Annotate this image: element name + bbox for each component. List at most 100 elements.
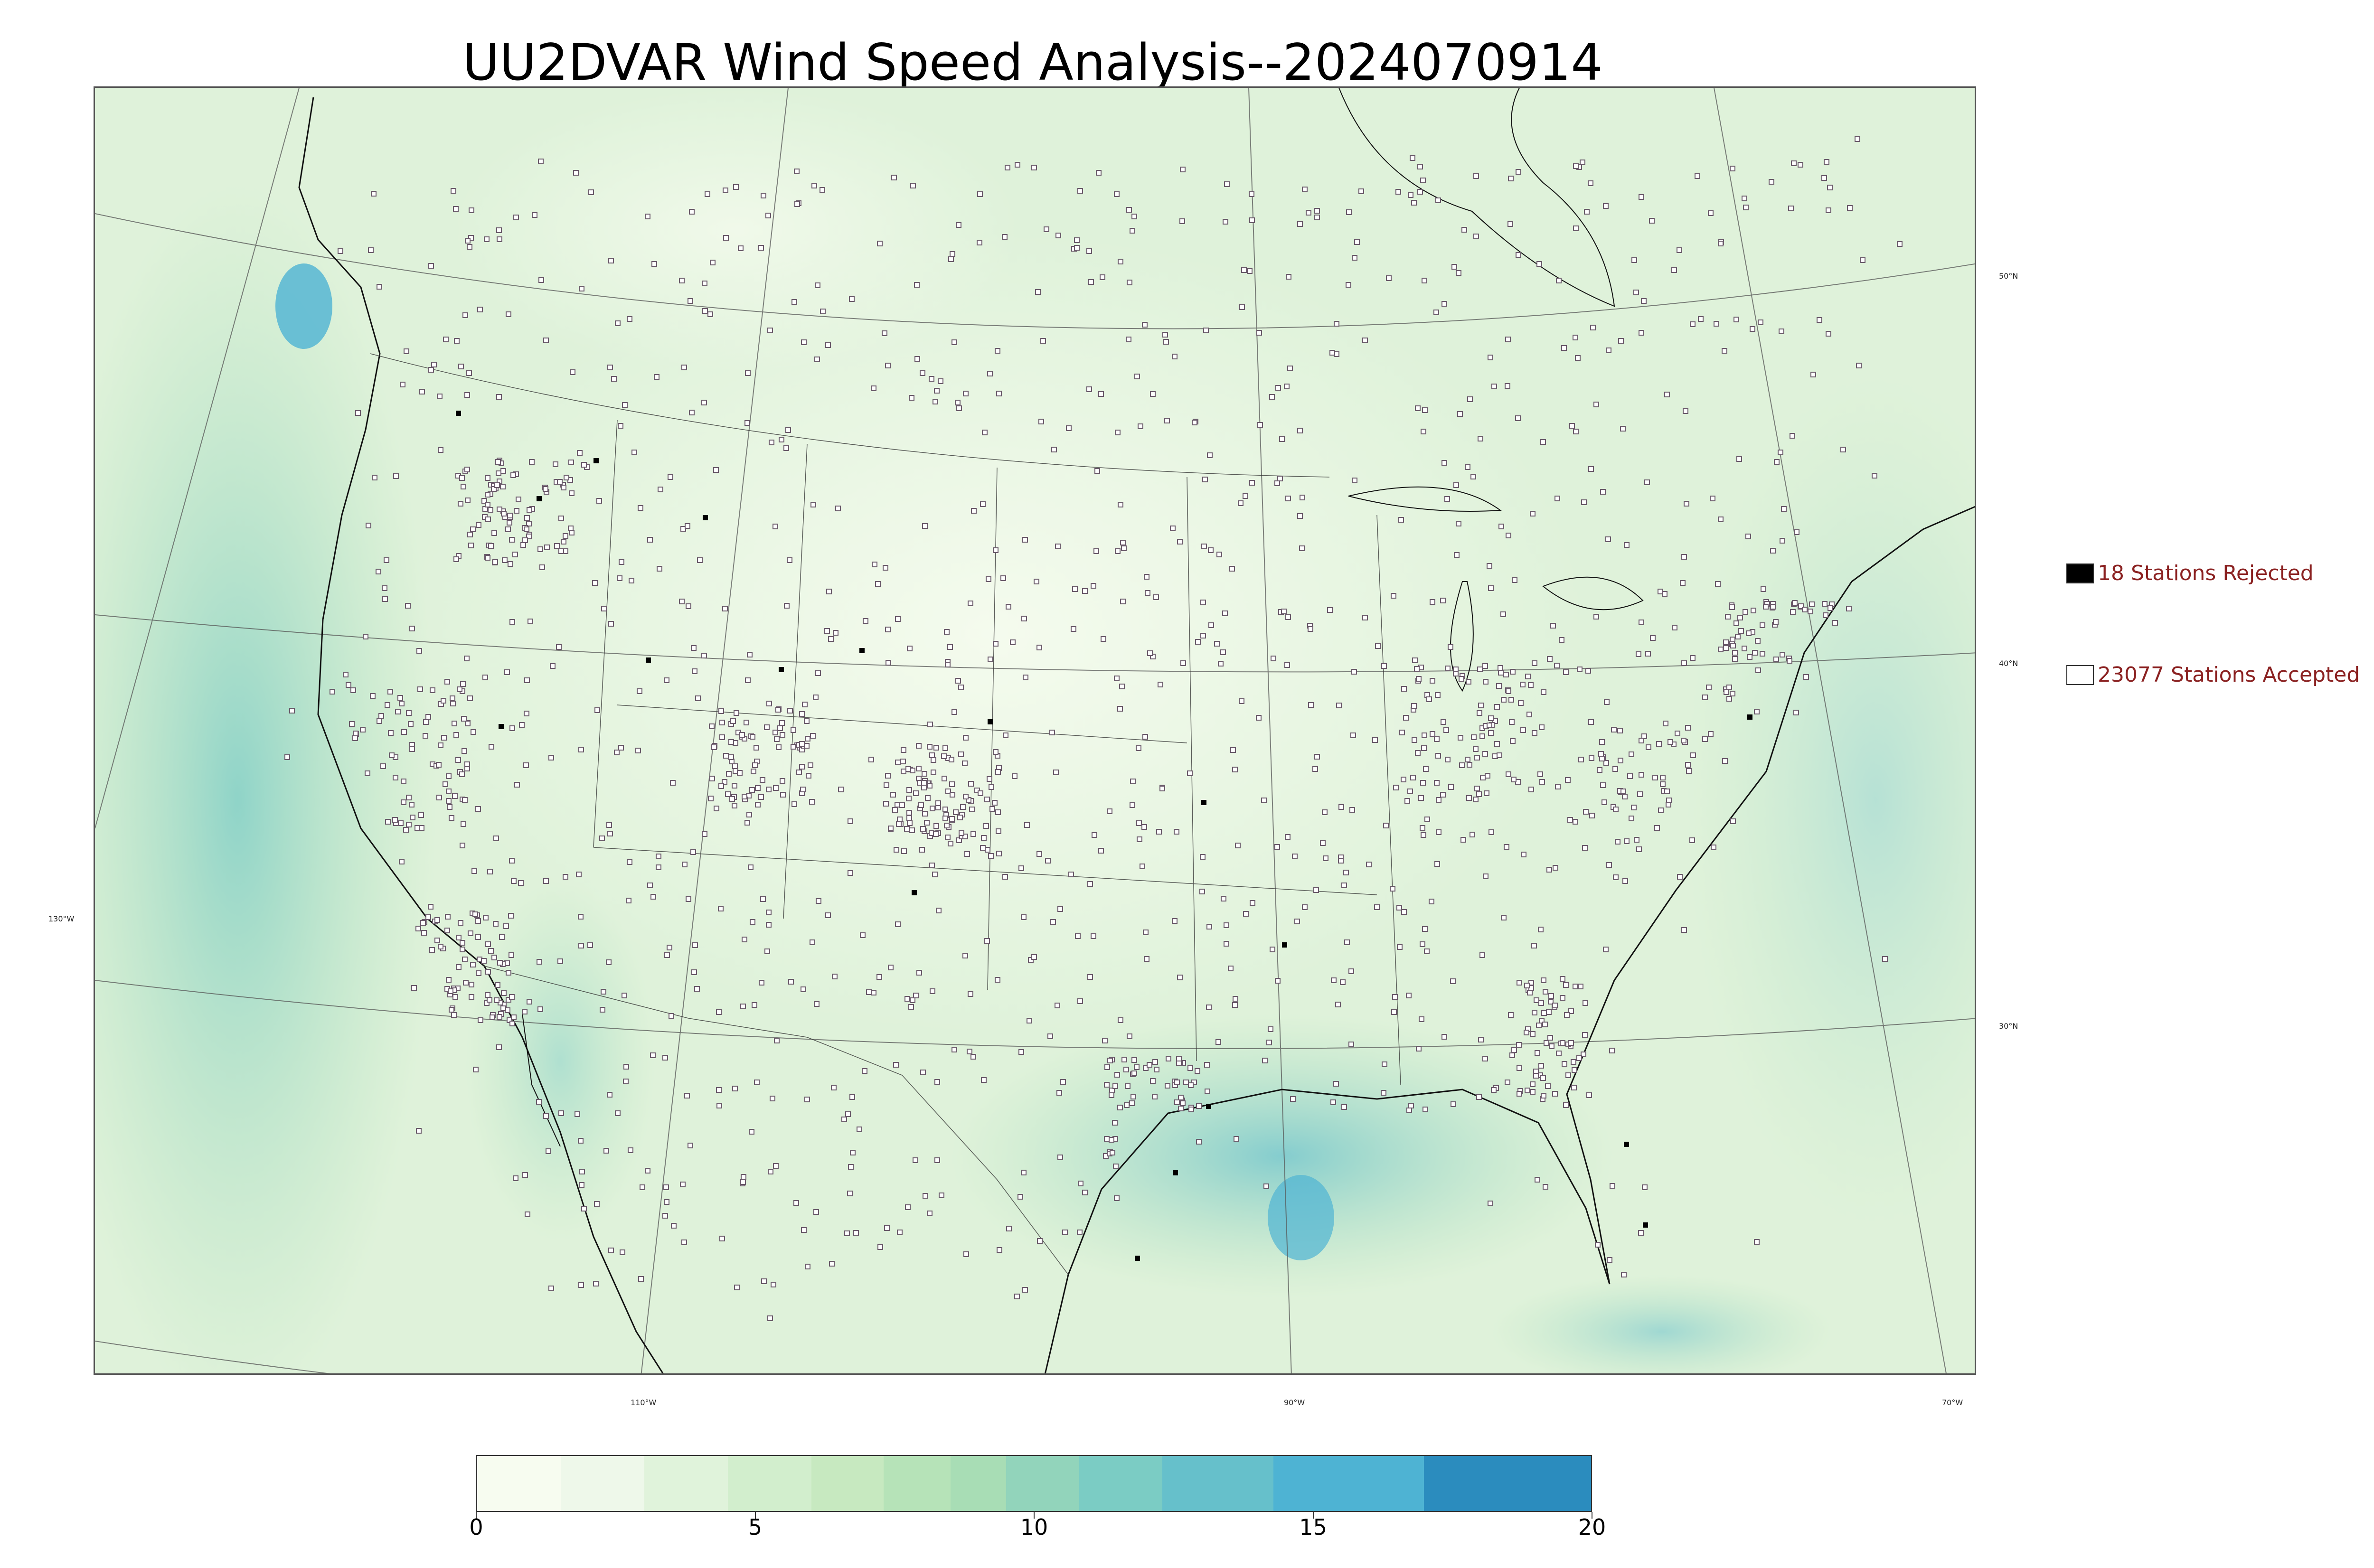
accepted-station-marker (1680, 580, 1686, 586)
accepted-station-marker (785, 427, 791, 433)
accepted-station-marker (492, 559, 498, 565)
accepted-station-marker (816, 898, 821, 904)
accepted-station-marker (1742, 646, 1747, 651)
accepted-station-marker (860, 932, 866, 938)
accepted-station-marker (1395, 189, 1401, 195)
accepted-station-marker (1422, 278, 1427, 283)
accepted-station-marker (985, 847, 990, 853)
accepted-station-marker (1593, 614, 1599, 620)
colorbar-tick-label: 0 (469, 1514, 483, 1540)
accepted-station-marker (714, 806, 719, 811)
accepted-station-marker (996, 391, 1002, 396)
accepted-station-marker (1742, 196, 1747, 201)
accepted-station-marker (871, 385, 876, 391)
accepted-station-marker (1162, 332, 1168, 338)
accepted-station-marker (1071, 626, 1076, 632)
accepted-station-marker (740, 1004, 746, 1009)
accepted-station-marker (850, 1150, 856, 1155)
accepted-station-marker (1747, 654, 1752, 660)
accepted-station-marker (458, 364, 464, 369)
accepted-station-marker (766, 910, 772, 915)
accepted-station-marker (862, 1068, 867, 1074)
accepted-station-marker (1897, 241, 1903, 247)
accepted-station-marker (833, 630, 838, 636)
accepted-station-marker (434, 938, 440, 943)
accepted-station-marker (1002, 234, 1008, 240)
accepted-station-marker (538, 277, 544, 283)
accepted-station-marker (1180, 1100, 1186, 1106)
accepted-station-marker (1561, 345, 1567, 351)
accepted-station-marker (1520, 727, 1526, 733)
accepted-station-marker (804, 1097, 810, 1102)
accepted-station-marker (922, 523, 928, 529)
accepted-station-marker (1239, 698, 1244, 704)
accepted-station-marker (1460, 837, 1466, 843)
accepted-station-marker (501, 511, 507, 516)
accepted-station-marker (718, 906, 724, 911)
accepted-station-marker (1578, 984, 1583, 989)
accepted-station-marker (1091, 933, 1096, 939)
political-borders (370, 353, 1401, 1275)
accepted-station-marker (645, 1168, 650, 1174)
accepted-station-marker (944, 629, 950, 635)
accepted-station-marker (536, 1099, 542, 1105)
accepted-station-marker (1459, 676, 1464, 682)
accepted-station-marker (1023, 675, 1028, 680)
accepted-station-marker (631, 450, 637, 455)
accepted-station-marker (794, 169, 800, 174)
accepted-station-marker (684, 1093, 690, 1099)
accepted-station-marker (1554, 663, 1560, 668)
accepted-station-marker (716, 1103, 722, 1108)
accepted-station-marker (1207, 452, 1213, 458)
accepted-station-marker (1055, 544, 1061, 549)
accepted-station-marker (557, 958, 563, 964)
accepted-station-marker (1769, 179, 1774, 185)
accepted-station-marker (603, 1148, 609, 1154)
accepted-station-marker (494, 997, 499, 1003)
accepted-station-marker (1508, 1012, 1514, 1018)
accepted-station-marker (1510, 738, 1516, 744)
accepted-station-marker (511, 878, 517, 884)
accepted-station-marker (1564, 1012, 1570, 1018)
accepted-station-marker (1539, 779, 1545, 785)
accepted-station-marker (885, 773, 891, 779)
accepted-station-marker (385, 819, 391, 825)
accepted-station-marker (916, 743, 922, 749)
accepted-station-marker (1286, 274, 1291, 280)
accepted-station-marker (907, 646, 913, 651)
accepted-station-marker (1285, 496, 1291, 501)
accepted-station-marker (1755, 667, 1761, 673)
accepted-station-marker (771, 1282, 776, 1287)
accepted-station-marker (904, 826, 910, 832)
accepted-station-marker (772, 524, 778, 529)
map-panel (94, 86, 1976, 1375)
accepted-station-marker (1222, 610, 1228, 616)
accepted-station-marker (485, 992, 490, 998)
accepted-station-marker (423, 733, 428, 739)
accepted-station-marker (436, 762, 442, 768)
accepted-station-marker (1166, 1056, 1171, 1061)
accepted-station-marker (526, 521, 532, 526)
accepted-station-marker (701, 400, 707, 405)
lake-erie-ontario (1542, 576, 1644, 610)
accepted-station-marker (1505, 1080, 1510, 1085)
accepted-station-marker (681, 365, 687, 370)
accepted-station-marker (1621, 1272, 1627, 1277)
accepted-station-marker (1541, 977, 1546, 983)
accepted-station-marker (1381, 1090, 1386, 1096)
accepted-station-marker (387, 689, 393, 695)
accepted-station-marker (805, 736, 810, 742)
accepted-station-marker (548, 755, 554, 761)
accepted-station-marker (929, 376, 934, 382)
accepted-station-marker (1459, 762, 1465, 768)
accepted-station-marker (925, 795, 931, 801)
accepted-station-marker (1314, 208, 1320, 214)
accepted-station-marker (491, 486, 497, 492)
accepted-station-marker (1560, 1040, 1565, 1046)
accepted-station-marker (1546, 1009, 1552, 1015)
accepted-station-marker (780, 732, 785, 738)
accepted-station-marker (1824, 159, 1829, 165)
accepted-station-marker (441, 698, 446, 704)
accepted-station-marker (485, 969, 491, 975)
